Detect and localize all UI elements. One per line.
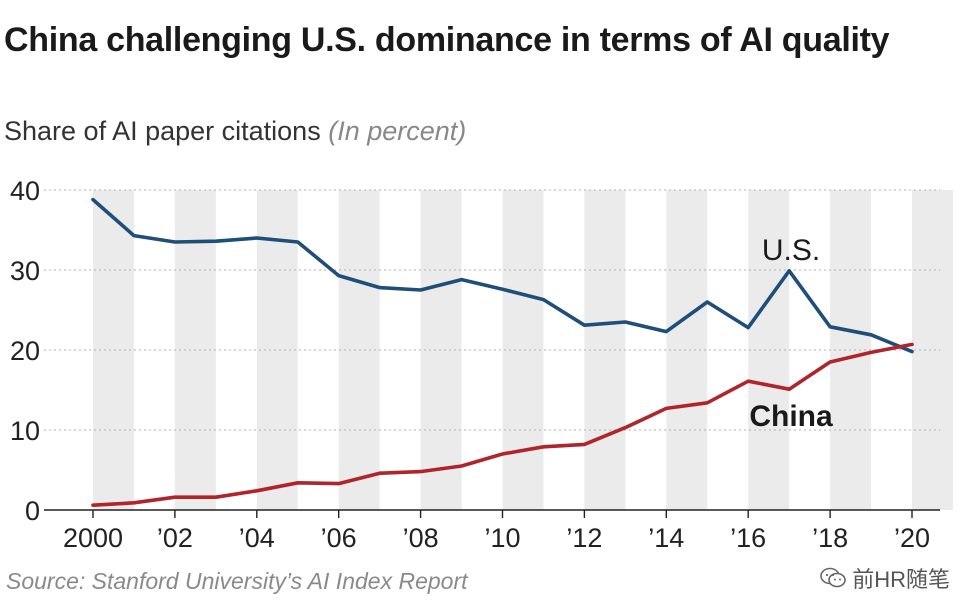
x-tick-label-2000: 2000 <box>63 523 123 553</box>
y-tick-label-40: 40 <box>10 176 40 206</box>
series-lines <box>91 197 914 508</box>
x-tick-label-2016: ’16 <box>730 523 766 553</box>
x-axis-ticks: 2000 ’02 ’04 ’06 ’08 ’10 ’12 ’14 ’16 ’18 ’20 <box>63 510 930 553</box>
y-tick-label-0: 0 <box>25 496 40 526</box>
chart-subtitle: Share of AI paper citations (In percent) <box>4 116 466 147</box>
x-tick-label-2020: ’20 <box>894 523 930 553</box>
y-tick-label-20: 20 <box>10 336 40 366</box>
series-line-us <box>91 197 914 354</box>
year-stripe-2020 <box>912 190 953 510</box>
x-tick-label-2012: ’12 <box>566 523 602 553</box>
y-tick-label-10: 10 <box>10 416 40 446</box>
x-tick-label-2002: ’02 <box>157 523 193 553</box>
x-tick-label-2008: ’08 <box>403 523 439 553</box>
x-tick-label-2014: ’14 <box>648 523 684 553</box>
y-axis-ticks: 0 10 20 30 40 <box>10 176 40 526</box>
series-label-us: U.S. <box>762 234 820 267</box>
year-stripe-2014 <box>666 190 708 510</box>
subtitle-unit: (In percent) <box>328 116 467 146</box>
x-tick-label-2006: ’06 <box>321 523 357 553</box>
watermark: 前HR随笔 <box>820 562 950 594</box>
x-tick-label-2010: ’10 <box>484 523 520 553</box>
year-stripe-2010 <box>502 190 544 510</box>
series-line-china <box>91 342 914 508</box>
subtitle-text: Share of AI paper citations <box>4 116 321 146</box>
x-tick-label-2004: ’04 <box>239 523 275 553</box>
watermark-text: 前HR随笔 <box>852 567 950 592</box>
series-labels: U.S. China <box>749 234 833 433</box>
source-note: Source: Stanford University’s AI Index R… <box>6 568 468 594</box>
y-tick-label-30: 30 <box>10 256 40 286</box>
wechat-icon <box>820 567 847 588</box>
chart-title: China challenging U.S. dominance in term… <box>4 21 890 59</box>
series-label-china: China <box>749 400 833 433</box>
x-tick-label-2018: ’18 <box>812 523 848 553</box>
year-stripes <box>93 190 953 510</box>
